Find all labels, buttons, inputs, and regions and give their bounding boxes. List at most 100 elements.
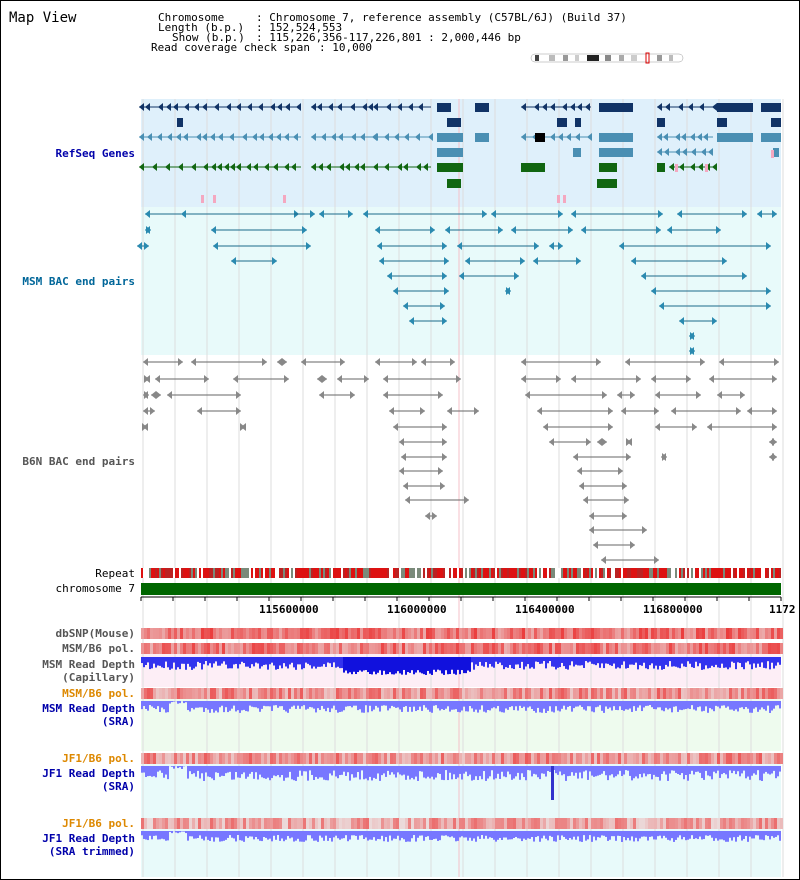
msm-depth-sra-bar [467, 701, 469, 712]
msm-pol2-heat-cell [684, 688, 687, 699]
msm-depth-cap-bar [771, 657, 773, 663]
jf1-depth-sra-bar [407, 766, 409, 776]
msm-pol-heat-cell [351, 643, 354, 654]
repeat-segment [155, 568, 157, 578]
jf1-pol-heat-cell [756, 753, 759, 764]
jf1-depth-sra-bar [675, 766, 677, 773]
msm-depth-cap-bar [433, 657, 435, 670]
dbsnp-heat-cell [549, 628, 552, 639]
jf1-pol2-heat-cell [615, 818, 618, 829]
b6n-bac-end [236, 391, 241, 399]
jf1-depth-sra-bar [735, 766, 737, 775]
jf1-depth-sra-bar [399, 766, 401, 775]
jf1-depth-trim-bar [725, 831, 727, 842]
show-key: Show (b.p.) [172, 31, 245, 44]
repeat-segment [647, 568, 649, 578]
jf1-pol-heat-cell [198, 753, 201, 764]
repeat-segment [611, 568, 613, 578]
track-label-jf1-depth-trim-1: JF1 Read Depth [42, 832, 135, 845]
jf1-depth-trim-bar [359, 831, 361, 836]
jf1-depth-sra-bar [513, 766, 515, 779]
msm-depth-cap-bar [405, 657, 407, 675]
b6n-bac-end [636, 375, 641, 383]
jf1-depth-sra-bar [389, 766, 391, 775]
jf1-depth-sra-bar [639, 766, 641, 775]
msm-pol-heat-cell [651, 643, 654, 654]
dbsnp-heat-cell [678, 628, 681, 639]
repeat-segment [353, 568, 355, 578]
jf1-pol2-heat-cell [744, 818, 747, 829]
msm-pol2-heat-cell [507, 688, 510, 699]
jf1-depth-trim-bar [319, 831, 321, 836]
repeat-segment [777, 568, 779, 578]
msm-depth-sra-bar [279, 701, 281, 707]
jf1-depth-sra-bar [657, 766, 659, 777]
b6n-bac-end [447, 407, 452, 415]
jf1-depth-trim-bar [557, 831, 559, 836]
msm-pol2-heat-cell [624, 688, 627, 699]
msm-depth-sra-bar [299, 701, 301, 709]
msm-pol-heat-cell [729, 643, 732, 654]
b6n-bac-end [622, 482, 627, 490]
msm-depth-cap-bar [485, 657, 487, 663]
msm-depth-sra-bar [301, 701, 303, 707]
msm-depth-cap-bar [745, 657, 747, 663]
jf1-pol-heat-cell [678, 753, 681, 764]
jf1-depth-trim-bar [153, 831, 155, 836]
msm-pol-heat-cell [654, 643, 657, 654]
msm-depth-cap-bar [715, 657, 717, 665]
repeat-segment [663, 568, 665, 578]
msm-depth-sra-bar [267, 701, 269, 707]
msm-depth-cap-bar [343, 657, 345, 673]
dbsnp-heat-cell [399, 628, 402, 639]
b6n-bac-end [155, 375, 160, 383]
track-label-msm-bac[interactable]: MSM BAC end pairs [22, 275, 135, 288]
msm-pol2-heat-cell [216, 688, 219, 699]
gene-pink-marker [557, 195, 560, 203]
repeat-segment [593, 568, 595, 578]
jf1-pol-heat-cell [213, 753, 216, 764]
length-value: : 152,524,553 [256, 21, 343, 34]
jf1-depth-sra-bar [603, 766, 605, 772]
msm-pol2-heat-cell [462, 688, 465, 699]
repeat-segment [269, 568, 271, 578]
repeat-segment [267, 568, 269, 578]
jf1-depth-sra-bar [575, 766, 577, 773]
jf1-depth-trim-bar [773, 831, 775, 838]
jf1-depth-sra-bar [739, 766, 741, 777]
jf1-depth-trim-bar [665, 831, 667, 838]
jf1-pol-heat-cell [642, 753, 645, 764]
msm-depth-cap-bar [451, 657, 453, 670]
ideogram-band [587, 55, 599, 61]
jf1-depth-trim-bar [539, 831, 541, 842]
repeat-segment [321, 568, 323, 578]
gene-block [521, 163, 545, 172]
msm-depth-cap-bar [169, 657, 171, 670]
msm-depth-sra-bar [619, 701, 621, 707]
repeat-segment [649, 568, 651, 578]
msm-depth-cap-bar [769, 657, 771, 670]
jf1-depth-trim-bar [293, 831, 295, 842]
b6n-bac-end [322, 375, 327, 383]
repeat-segment [473, 568, 475, 578]
msm-depth-sra-bar [603, 701, 605, 713]
jf1-depth-trim-bar [157, 831, 159, 840]
jf1-depth-sra-bar [613, 766, 615, 778]
msm-depth-sra-bar [717, 701, 719, 707]
msm-depth-sra-bar [565, 701, 567, 710]
msm-pol-heat-cell [444, 643, 447, 654]
dbsnp-heat-cell [390, 628, 393, 639]
jf1-depth-trim-bar [211, 831, 213, 838]
msm-depth-sra-bar [435, 701, 437, 706]
msm-depth-sra-bar [285, 701, 287, 712]
jf1-depth-sra-bar [615, 766, 617, 777]
dbsnp-heat-cell [153, 628, 156, 639]
b6n-bac-end [597, 438, 602, 446]
jf1-pol2-heat-cell [306, 818, 309, 829]
jf1-depth-sra-bar [587, 766, 589, 780]
track-label-refseq[interactable]: RefSeq Genes [55, 147, 135, 160]
track-label-b6n-bac[interactable]: B6N BAC end pairs [22, 455, 135, 468]
msm-pol2-heat-cell [144, 688, 147, 699]
b6n-bac-end [573, 453, 578, 461]
